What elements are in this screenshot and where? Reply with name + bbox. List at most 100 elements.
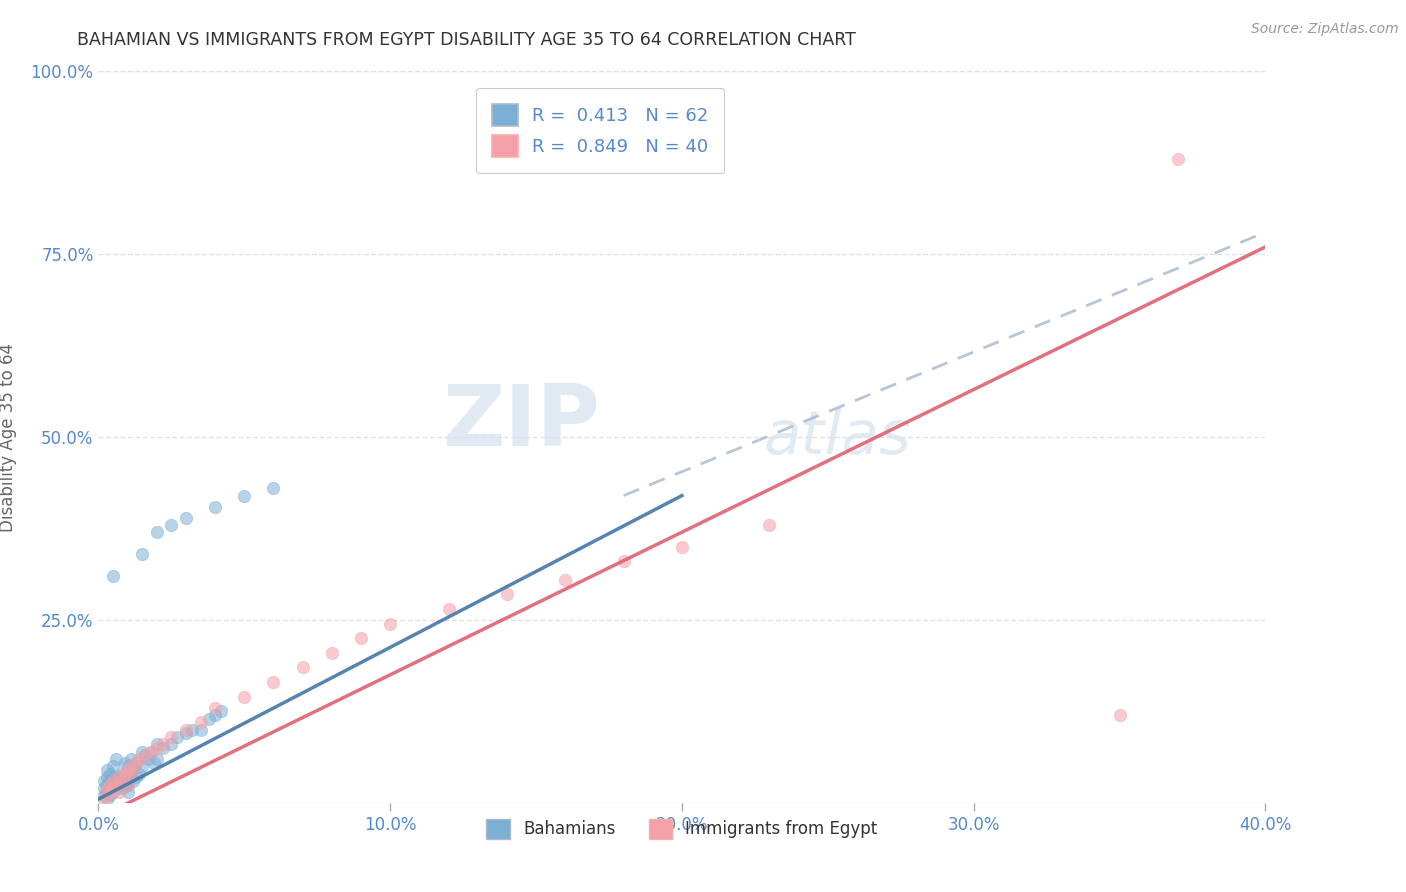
Point [101, 773, 124, 788]
Point [114, 778, 136, 792]
Point [131, 547, 153, 561]
Point [111, 773, 134, 788]
Point [104, 773, 127, 788]
Point [111, 766, 134, 780]
Point [108, 785, 131, 799]
Point [204, 700, 226, 714]
Point [262, 675, 284, 690]
Point [321, 646, 343, 660]
Text: BAHAMIAN VS IMMIGRANTS FROM EGYPT DISABILITY AGE 35 TO 64 CORRELATION CHART: BAHAMIAN VS IMMIGRANTS FROM EGYPT DISABI… [77, 31, 856, 49]
Point [198, 712, 221, 726]
Point [160, 517, 183, 532]
Point [134, 748, 156, 763]
Point [111, 773, 134, 788]
Point [152, 737, 174, 751]
Point [122, 759, 145, 773]
Point [152, 740, 174, 755]
Point [174, 510, 197, 524]
Point [96, 770, 118, 784]
Y-axis label: Disability Age 35 to 64: Disability Age 35 to 64 [0, 343, 17, 532]
Point [554, 573, 576, 587]
Point [108, 770, 131, 784]
Point [114, 756, 136, 770]
Point [125, 770, 148, 784]
Point [209, 705, 232, 719]
Point [101, 759, 124, 773]
Point [146, 737, 169, 751]
Point [101, 781, 124, 796]
Point [139, 745, 162, 759]
Point [437, 602, 460, 616]
Point [93, 773, 115, 788]
Point [93, 789, 115, 803]
Point [93, 781, 115, 796]
Point [120, 752, 142, 766]
Point [101, 785, 124, 799]
Point [134, 748, 156, 763]
Point [122, 773, 145, 788]
Point [174, 726, 197, 740]
Point [120, 759, 142, 773]
Point [114, 766, 136, 780]
Point [180, 723, 202, 737]
Text: ZIP: ZIP [443, 381, 600, 464]
Point [128, 752, 150, 766]
Point [96, 785, 118, 799]
Point [174, 723, 197, 737]
Point [98, 766, 121, 780]
Point [104, 752, 127, 766]
Point [98, 789, 121, 803]
Point [131, 745, 153, 759]
Point [233, 690, 256, 704]
Point [125, 756, 148, 770]
Legend: Bahamians, Immigrants from Egypt: Bahamians, Immigrants from Egypt [479, 812, 884, 846]
Point [139, 745, 162, 759]
Point [204, 708, 226, 723]
Point [160, 737, 183, 751]
Point [350, 632, 373, 646]
Point [117, 773, 139, 788]
Point [96, 781, 118, 796]
Point [496, 587, 519, 601]
Point [111, 781, 134, 796]
Point [98, 778, 121, 792]
Point [612, 554, 634, 568]
Point [96, 789, 118, 803]
Point [1108, 708, 1130, 723]
Point [136, 752, 159, 766]
Point [98, 785, 121, 799]
Point [233, 489, 256, 503]
Point [108, 770, 131, 784]
Point [108, 778, 131, 792]
Point [96, 778, 118, 792]
Point [262, 481, 284, 495]
Point [104, 781, 127, 796]
Point [117, 785, 139, 799]
Point [160, 730, 183, 744]
Point [190, 723, 212, 737]
Point [101, 770, 124, 784]
Point [122, 766, 145, 780]
Point [98, 781, 121, 796]
Point [291, 660, 314, 674]
Point [117, 763, 139, 777]
Text: Source: ZipAtlas.com: Source: ZipAtlas.com [1251, 22, 1399, 37]
Point [671, 540, 693, 554]
Point [117, 778, 139, 792]
Point [128, 766, 150, 780]
Point [380, 616, 402, 631]
Point [104, 778, 127, 792]
Point [146, 525, 169, 540]
Point [125, 756, 148, 770]
Point [101, 569, 124, 583]
Point [1167, 152, 1189, 166]
Point [146, 740, 169, 755]
Point [96, 792, 118, 806]
Point [117, 778, 139, 792]
Point [204, 500, 226, 514]
Point [96, 763, 118, 777]
Point [117, 759, 139, 773]
Point [166, 730, 188, 744]
Point [101, 778, 124, 792]
Point [146, 752, 169, 766]
